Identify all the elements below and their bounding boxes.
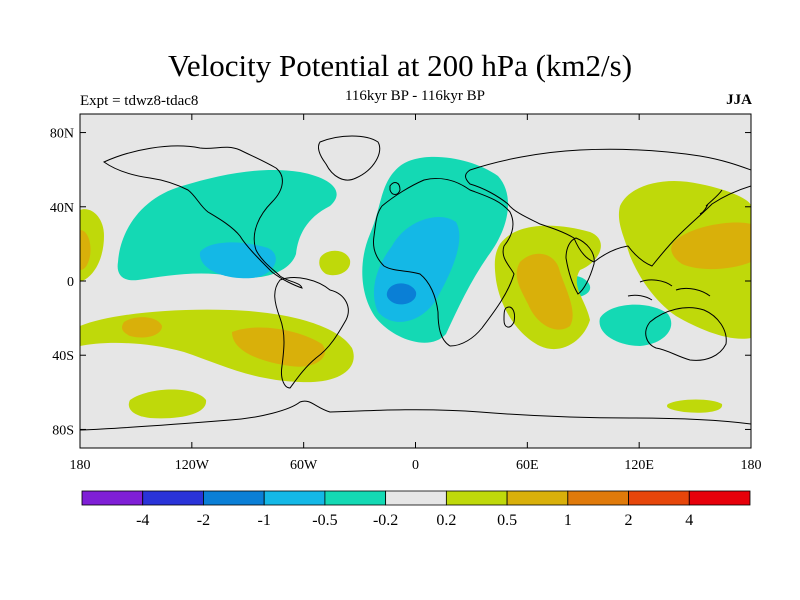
colorbar-swatch	[445, 490, 508, 506]
lat-tick-label: 0	[67, 275, 74, 290]
lon-tick-label: 60E	[516, 458, 539, 473]
colorbar-swatch	[263, 490, 326, 506]
colorbar-label: -0.2	[373, 512, 398, 529]
season-label: JJA	[726, 92, 752, 108]
experiment-label: Expt = tdwz8-tdac8	[80, 93, 199, 109]
colorbar-label: -1	[258, 512, 271, 529]
colorbar: -4 -2 -1 -0.5 -0.2 0.2 0.5 1 2 4	[81, 490, 751, 529]
lat-tick-label: 80S	[52, 423, 74, 438]
coast-antarctica	[80, 400, 751, 431]
contour-southern-pos	[128, 389, 207, 419]
colorbar-swatch	[385, 490, 447, 506]
coast-maritime	[627, 279, 711, 301]
latitude-axis: 80N 40N 0 40S 80S	[50, 127, 751, 438]
lon-tick-label: 180	[70, 458, 91, 473]
colorbar-swatch	[628, 490, 690, 506]
coast-india	[565, 237, 595, 295]
lon-tick-label: 0	[412, 458, 419, 473]
lon-tick-label: 60W	[290, 458, 318, 473]
colorbar-label: -0.5	[312, 512, 337, 529]
coast-south-america	[274, 277, 349, 389]
coast-australia	[645, 307, 727, 361]
colorbar-label: 0.2	[436, 512, 456, 529]
colorbar-swatch	[203, 490, 265, 506]
colorbar-swatch	[324, 490, 387, 506]
plot-subtitle: 116kyr BP - 116kyr BP	[344, 88, 485, 104]
colorbar-label: -2	[197, 512, 210, 529]
colorbar-label: 1	[564, 512, 572, 529]
lat-tick-label: 80N	[50, 127, 74, 142]
colorbar-label: 2	[625, 512, 633, 529]
coastlines	[80, 135, 751, 431]
contour-westpac-pos-core	[80, 230, 91, 270]
coast-north-america	[103, 145, 303, 289]
lon-tick-label: 120E	[624, 458, 654, 473]
contour-southpac-pos-core	[232, 327, 326, 367]
colorbar-swatch	[81, 490, 144, 506]
contour-pacific-neg	[117, 169, 337, 281]
lon-tick-label: 120W	[175, 458, 210, 473]
coast-greenland	[317, 135, 381, 181]
lon-tick-label: 180	[741, 458, 762, 473]
lat-tick-label: 40N	[50, 201, 74, 216]
contour-africa-neg-min	[386, 283, 417, 305]
contour-fills	[80, 156, 751, 419]
contour-atlantic-pos	[319, 250, 351, 276]
contour-asia-pos-core	[671, 222, 751, 270]
colorbar-label: -4	[136, 512, 149, 529]
colorbar-label: 4	[685, 512, 693, 529]
colorbar-swatch	[506, 490, 569, 506]
coast-europe-africa	[373, 177, 515, 347]
coast-japan	[699, 189, 723, 215]
contour-arabia-pos-core	[516, 253, 573, 330]
colorbar-swatch	[567, 490, 629, 506]
lat-tick-label: 40S	[52, 349, 74, 364]
contour-indian-neg	[599, 304, 672, 346]
longitude-axis: 180 120W 60W 0 60E 120E 180	[70, 114, 762, 473]
colorbar-swatch	[142, 490, 204, 506]
coast-madagascar	[503, 306, 515, 328]
coast-asia	[465, 148, 751, 267]
colorbar-swatch	[688, 490, 751, 506]
contour-southern-pos2	[666, 399, 723, 413]
contour-southpac-pos-core2	[122, 317, 162, 338]
colorbar-label: 0.5	[497, 512, 517, 529]
coast-uk	[389, 182, 401, 195]
plot-title: Velocity Potential at 200 hPa (km2/s)	[167, 48, 633, 83]
